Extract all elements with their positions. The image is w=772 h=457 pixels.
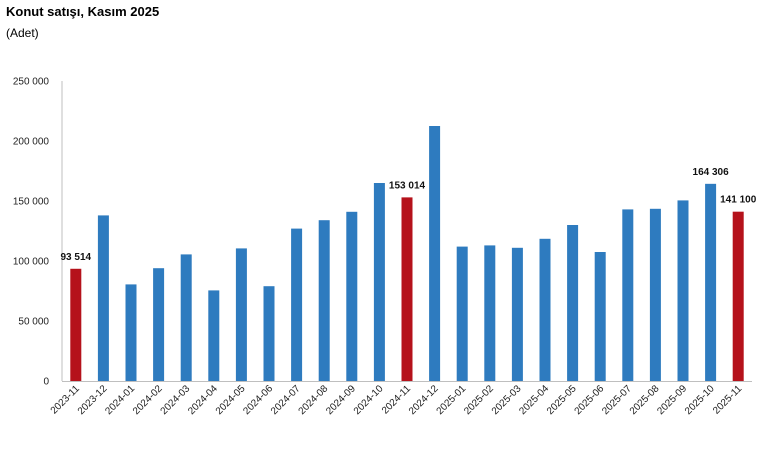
bar-2024-01 [125,284,137,381]
bar-2024-06 [263,286,275,381]
bar-2025-03 [511,247,523,381]
bar-2024-05 [235,248,247,381]
data-label: 153 014 [389,180,426,191]
x-tick-label: 2025-10 [683,383,717,417]
y-tick-label: 250 000 [13,77,50,88]
bar-2025-01 [456,246,468,381]
bar-2025-09 [677,200,689,381]
bar-2025-10 [705,183,717,381]
y-tick-label: 150 000 [13,197,50,208]
y-tick-label: 100 000 [13,257,50,268]
bar-2025-04 [539,238,551,381]
bar-2024-08 [318,220,330,381]
bar-2025-11 [732,211,744,381]
bar-2024-10 [373,183,385,381]
x-tick-label: 2024-10 [352,383,386,417]
x-tick-label: 2025-11 [711,383,745,417]
bar-2023-12 [97,215,109,381]
bar-2024-07 [291,228,303,381]
y-tick-label: 50 000 [18,317,49,328]
bar-2025-07 [622,209,634,381]
bar-2024-11 [401,197,413,381]
bar-2025-02 [484,245,496,381]
bar-2024-09 [346,211,358,381]
bar-2024-04 [208,290,220,381]
data-label: 141 100 [720,195,757,206]
bar-2025-08 [649,208,661,381]
chart-title: Konut satışı, Kasım 2025 [6,4,160,19]
bar-2025-06 [594,252,606,381]
data-label: 164 306 [693,167,730,178]
bar-2024-02 [153,268,165,381]
bar-2024-03 [180,254,192,381]
chart-subtitle: (Adet) [6,26,39,40]
bar-2023-11 [70,268,82,381]
y-tick-label: 0 [43,377,49,388]
bar-2024-12 [429,126,441,381]
y-tick-label: 200 000 [13,137,50,148]
data-label: 93 514 [61,252,92,263]
bar-2025-05 [567,225,579,381]
